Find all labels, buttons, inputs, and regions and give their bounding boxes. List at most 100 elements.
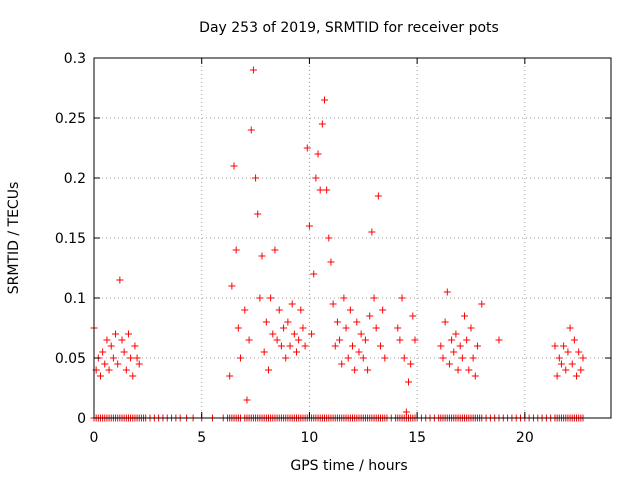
- data-point: [441, 318, 449, 326]
- data-point: [353, 318, 361, 326]
- data-point: [292, 348, 300, 356]
- x-tick-labels: 0 5 10 15 20: [90, 430, 534, 446]
- data-point: [338, 360, 346, 368]
- data-point: [105, 366, 113, 374]
- data-point: [465, 366, 473, 374]
- data-point: [349, 342, 356, 350]
- data-point: [478, 300, 486, 308]
- data-point: [264, 366, 272, 374]
- data-point: [230, 162, 238, 170]
- y-axis-label: SRMTID / TECUs: [6, 182, 22, 295]
- data-point: [560, 342, 568, 350]
- data-point: [247, 126, 255, 134]
- data-point: [409, 312, 417, 320]
- data-point: [260, 348, 268, 356]
- y-tick-label: 0.15: [55, 231, 86, 247]
- data-points: [90, 66, 587, 422]
- data-point: [325, 234, 333, 242]
- data-point: [275, 306, 283, 314]
- data-point: [557, 360, 565, 368]
- data-point: [562, 366, 570, 374]
- data-point: [405, 378, 413, 386]
- x-tick-label: 10: [301, 430, 319, 446]
- data-point: [570, 336, 578, 344]
- data-point: [473, 342, 481, 350]
- data-point: [286, 342, 294, 350]
- y-tick-label: 0.3: [64, 51, 86, 67]
- x-tick-label: 20: [516, 430, 534, 446]
- data-point: [96, 372, 104, 380]
- data-point: [372, 324, 380, 332]
- data-point: [398, 294, 406, 302]
- data-point: [381, 354, 389, 362]
- data-point: [364, 366, 372, 374]
- data-point: [256, 294, 264, 302]
- data-point: [245, 336, 253, 344]
- data-point: [303, 144, 311, 152]
- data-point: [329, 300, 337, 308]
- data-point: [394, 324, 402, 332]
- data-point: [573, 372, 581, 380]
- data-point: [357, 330, 365, 338]
- data-point: [228, 282, 236, 290]
- data-point: [568, 360, 576, 368]
- data-point: [280, 324, 288, 332]
- data-point: [327, 258, 335, 266]
- data-point: [236, 354, 244, 362]
- data-point: [575, 348, 583, 356]
- data-point: [351, 366, 359, 374]
- data-point: [458, 354, 466, 362]
- data-point: [316, 186, 324, 194]
- data-point: [127, 354, 135, 362]
- data-point: [118, 336, 126, 344]
- data-point: [109, 354, 117, 362]
- data-point: [579, 354, 587, 362]
- data-point: [129, 372, 137, 380]
- x-axis-label: GPS time / hours: [290, 458, 407, 474]
- data-point: [577, 366, 585, 374]
- data-point: [254, 210, 262, 218]
- data-point: [551, 342, 559, 350]
- y-tick-label: 0.1: [64, 291, 86, 307]
- data-point: [284, 318, 292, 326]
- data-point: [122, 366, 130, 374]
- data-point: [469, 354, 477, 362]
- data-point: [297, 306, 305, 314]
- y-tick-label: 0.05: [55, 351, 86, 367]
- data-point: [107, 342, 115, 350]
- data-point: [323, 186, 331, 194]
- data-point: [273, 336, 281, 344]
- data-point: [495, 336, 503, 344]
- data-point: [305, 222, 313, 230]
- data-point: [135, 360, 143, 368]
- data-point: [336, 336, 344, 344]
- x-tick-label: 5: [197, 430, 206, 446]
- data-point: [564, 348, 572, 356]
- data-point: [249, 66, 257, 74]
- data-point: [312, 174, 320, 182]
- data-point: [232, 246, 240, 254]
- data-point: [308, 330, 316, 338]
- data-point: [295, 336, 303, 344]
- chart-title: Day 253 of 2019, SRMTID for receiver pot…: [199, 20, 499, 36]
- data-point: [234, 324, 242, 332]
- data-point: [452, 330, 460, 338]
- data-point: [243, 396, 251, 404]
- data-point: [310, 270, 318, 278]
- data-point: [461, 312, 469, 320]
- data-point: [344, 354, 352, 362]
- data-point: [112, 330, 120, 338]
- data-point: [103, 336, 111, 344]
- data-point: [299, 324, 307, 332]
- data-point: [396, 336, 404, 344]
- data-point: [402, 408, 410, 416]
- data-point: [437, 342, 445, 350]
- data-point: [262, 318, 270, 326]
- data-point: [241, 306, 249, 314]
- data-point: [359, 354, 367, 362]
- data-point: [252, 174, 260, 182]
- data-point: [320, 96, 328, 104]
- data-point: [450, 348, 458, 356]
- x-tick-label: 0: [90, 430, 99, 446]
- data-point: [400, 354, 408, 362]
